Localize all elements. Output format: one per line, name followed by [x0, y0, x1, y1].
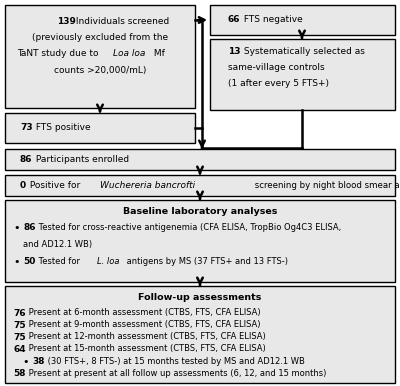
Text: 38: 38	[32, 357, 44, 366]
Text: Individuals screened: Individuals screened	[73, 17, 169, 27]
Text: screening by night blood smear and PCR: screening by night blood smear and PCR	[252, 181, 400, 190]
Text: 86: 86	[23, 223, 36, 232]
Text: Present at 6-month assessment (CTBS, FTS, CFA ELISA): Present at 6-month assessment (CTBS, FTS…	[26, 308, 261, 318]
Bar	[5, 286, 395, 383]
Text: 50: 50	[23, 257, 35, 266]
Text: 86: 86	[20, 154, 32, 164]
Text: Tested for cross-reactive antigenemia (CFA ELISA, TropBio Og4C3 ELISA,: Tested for cross-reactive antigenemia (C…	[36, 223, 341, 232]
Bar	[210, 39, 395, 110]
Bar	[5, 200, 395, 282]
Text: Present at 9-month assessment (CTBS, FTS, CFA ELISA): Present at 9-month assessment (CTBS, FTS…	[26, 320, 260, 330]
Text: Positive for: Positive for	[27, 181, 83, 190]
Text: •: •	[13, 257, 20, 267]
Text: Follow-up assessments: Follow-up assessments	[138, 293, 262, 303]
Text: Systematically selected as: Systematically selected as	[241, 47, 365, 56]
Text: 75: 75	[13, 332, 26, 342]
Text: Loa loa: Loa loa	[113, 49, 145, 59]
Text: same-village controls: same-village controls	[228, 64, 325, 73]
Bar	[5, 5, 195, 108]
Text: (1 after every 5 FTS+): (1 after every 5 FTS+)	[228, 80, 329, 88]
Text: Mf: Mf	[151, 49, 165, 59]
Text: Present at present at all follow up assessments (6, 12, and 15 months): Present at present at all follow up asse…	[26, 369, 326, 379]
Text: TaNT study due to: TaNT study due to	[17, 49, 101, 59]
Text: 73: 73	[20, 124, 33, 132]
Text: L. loa: L. loa	[97, 257, 120, 266]
Text: 0: 0	[20, 181, 26, 190]
Text: (previously excluded from the: (previously excluded from the	[32, 34, 168, 42]
Text: 64: 64	[13, 344, 26, 354]
Text: •: •	[13, 223, 20, 233]
Bar	[5, 113, 195, 143]
Text: antigens by MS (37 FTS+ and 13 FTS-): antigens by MS (37 FTS+ and 13 FTS-)	[124, 257, 288, 266]
Text: (30 FTS+, 8 FTS-) at 15 months tested by MS and AD12.1 WB: (30 FTS+, 8 FTS-) at 15 months tested by…	[45, 357, 305, 366]
Bar	[210, 5, 395, 35]
Text: and AD12.1 WB): and AD12.1 WB)	[23, 239, 92, 249]
Text: 13: 13	[228, 47, 240, 56]
Text: 76: 76	[13, 308, 26, 318]
Text: Present at 12-month assessment (CTBS, FTS, CFA ELISA): Present at 12-month assessment (CTBS, FT…	[26, 332, 266, 342]
Text: •: •	[22, 357, 28, 367]
Text: 75: 75	[13, 320, 26, 330]
Text: 66: 66	[228, 15, 240, 24]
Text: Participants enrolled: Participants enrolled	[33, 154, 129, 164]
Text: FTS negative: FTS negative	[241, 15, 303, 24]
Text: Present at 15-month assessment (CTBS, FTS, CFA ELISA): Present at 15-month assessment (CTBS, FT…	[26, 344, 266, 354]
Bar	[5, 149, 395, 170]
Text: Tested for: Tested for	[36, 257, 83, 266]
Text: 58: 58	[13, 369, 26, 379]
Bar	[5, 175, 395, 196]
Text: Baseline laboratory analyses: Baseline laboratory analyses	[123, 208, 277, 217]
Text: counts >20,000/mL): counts >20,000/mL)	[54, 66, 146, 74]
Text: FTS positive: FTS positive	[33, 124, 91, 132]
Text: Wuchereria bancrofti: Wuchereria bancrofti	[100, 181, 195, 190]
Text: 139: 139	[57, 17, 76, 27]
